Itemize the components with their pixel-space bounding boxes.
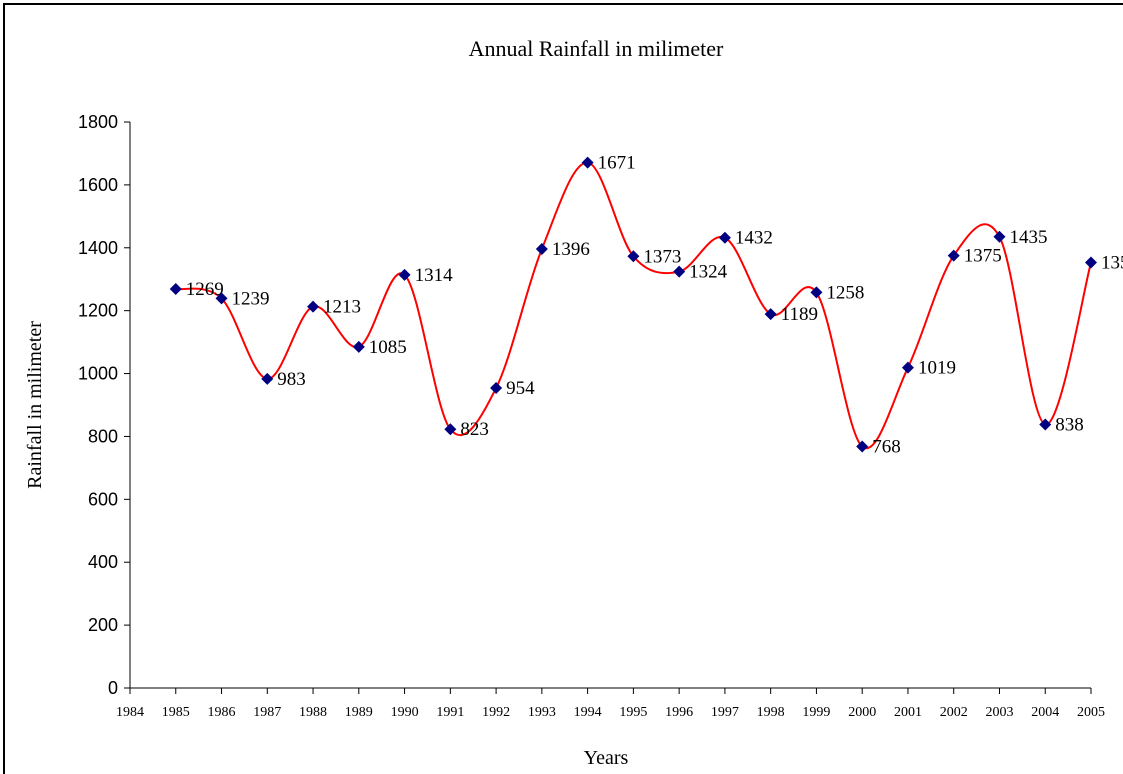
y-axis-label: Rainfall in milimeter <box>24 321 46 489</box>
data-label: 1189 <box>781 304 818 325</box>
marker <box>215 292 228 305</box>
data-label: 1373 <box>643 246 681 267</box>
x-tick-label: 1987 <box>253 705 281 720</box>
x-tick-label: 1991 <box>436 705 464 720</box>
data-label: 1375 <box>964 246 1002 267</box>
data-label: 1396 <box>552 239 590 260</box>
x-tick-label: 1998 <box>757 705 785 720</box>
x-tick-label: 1990 <box>391 705 419 720</box>
chart-frame <box>3 3 1123 774</box>
marker <box>307 300 320 313</box>
marker <box>444 423 457 436</box>
marker <box>993 230 1006 243</box>
data-label: 1239 <box>232 288 270 309</box>
y-tick-label: 1400 <box>78 238 118 258</box>
data-label: 1671 <box>598 153 636 174</box>
y-tick-label: 1000 <box>78 364 118 384</box>
y-tick-label: 400 <box>88 552 118 572</box>
x-axis-label: Years <box>584 747 629 769</box>
x-tick-label: 1988 <box>299 705 327 720</box>
marker <box>535 243 548 256</box>
marker <box>947 249 960 262</box>
marker <box>1039 418 1052 431</box>
y-tick-label: 600 <box>88 489 118 509</box>
data-label: 1085 <box>369 337 407 358</box>
data-label: 983 <box>277 369 306 390</box>
x-tick-label: 1986 <box>208 705 236 720</box>
x-tick-label: 1993 <box>528 705 556 720</box>
data-label: 768 <box>872 437 901 458</box>
x-tick-label: 1996 <box>665 705 693 720</box>
y-tick-label: 1800 <box>78 112 118 132</box>
marker <box>490 382 503 395</box>
marker <box>718 231 731 244</box>
x-tick-label: 2004 <box>1031 705 1059 720</box>
marker <box>398 268 411 281</box>
x-tick-label: 1989 <box>345 705 373 720</box>
data-label: 1314 <box>415 265 454 286</box>
data-label: 1435 <box>1009 227 1047 248</box>
marker <box>261 372 274 385</box>
marker <box>856 440 869 453</box>
data-label: 1258 <box>826 282 864 303</box>
y-tick-label: 800 <box>88 426 118 446</box>
x-tick-label: 1997 <box>711 705 739 720</box>
data-label: 1353 <box>1101 253 1123 274</box>
y-tick-label: 0 <box>108 678 118 698</box>
x-tick-label: 1994 <box>574 705 602 720</box>
data-label: 1019 <box>918 358 956 379</box>
x-tick-label: 1999 <box>802 705 830 720</box>
chart-title: Annual Rainfall in milimeter <box>469 36 724 61</box>
x-tick-label: 2002 <box>940 705 968 720</box>
marker <box>901 361 914 374</box>
marker <box>673 265 686 278</box>
marker <box>1085 256 1097 269</box>
data-label: 1324 <box>689 262 728 283</box>
y-tick-label: 200 <box>88 615 118 635</box>
marker <box>581 156 594 169</box>
x-tick-label: 1985 <box>162 705 190 720</box>
x-tick-label: 1984 <box>116 705 144 720</box>
y-tick-label: 1600 <box>78 175 118 195</box>
marker <box>627 250 640 263</box>
data-label: 1269 <box>186 279 224 300</box>
data-label: 823 <box>460 419 489 440</box>
x-tick-label: 2000 <box>848 705 876 720</box>
x-tick-label: 1992 <box>482 705 510 720</box>
x-tick-label: 1995 <box>619 705 647 720</box>
data-label: 954 <box>506 378 535 399</box>
marker <box>352 340 365 353</box>
x-tick-label: 2001 <box>894 705 922 720</box>
marker <box>764 308 777 321</box>
data-label: 838 <box>1055 414 1084 435</box>
marker <box>169 282 182 295</box>
data-label: 1213 <box>323 297 361 318</box>
x-tick-label: 2003 <box>985 705 1013 720</box>
data-label: 1432 <box>735 228 773 249</box>
marker <box>810 286 823 299</box>
x-tick-label: 2005 <box>1077 705 1105 720</box>
y-tick-label: 1200 <box>78 301 118 321</box>
